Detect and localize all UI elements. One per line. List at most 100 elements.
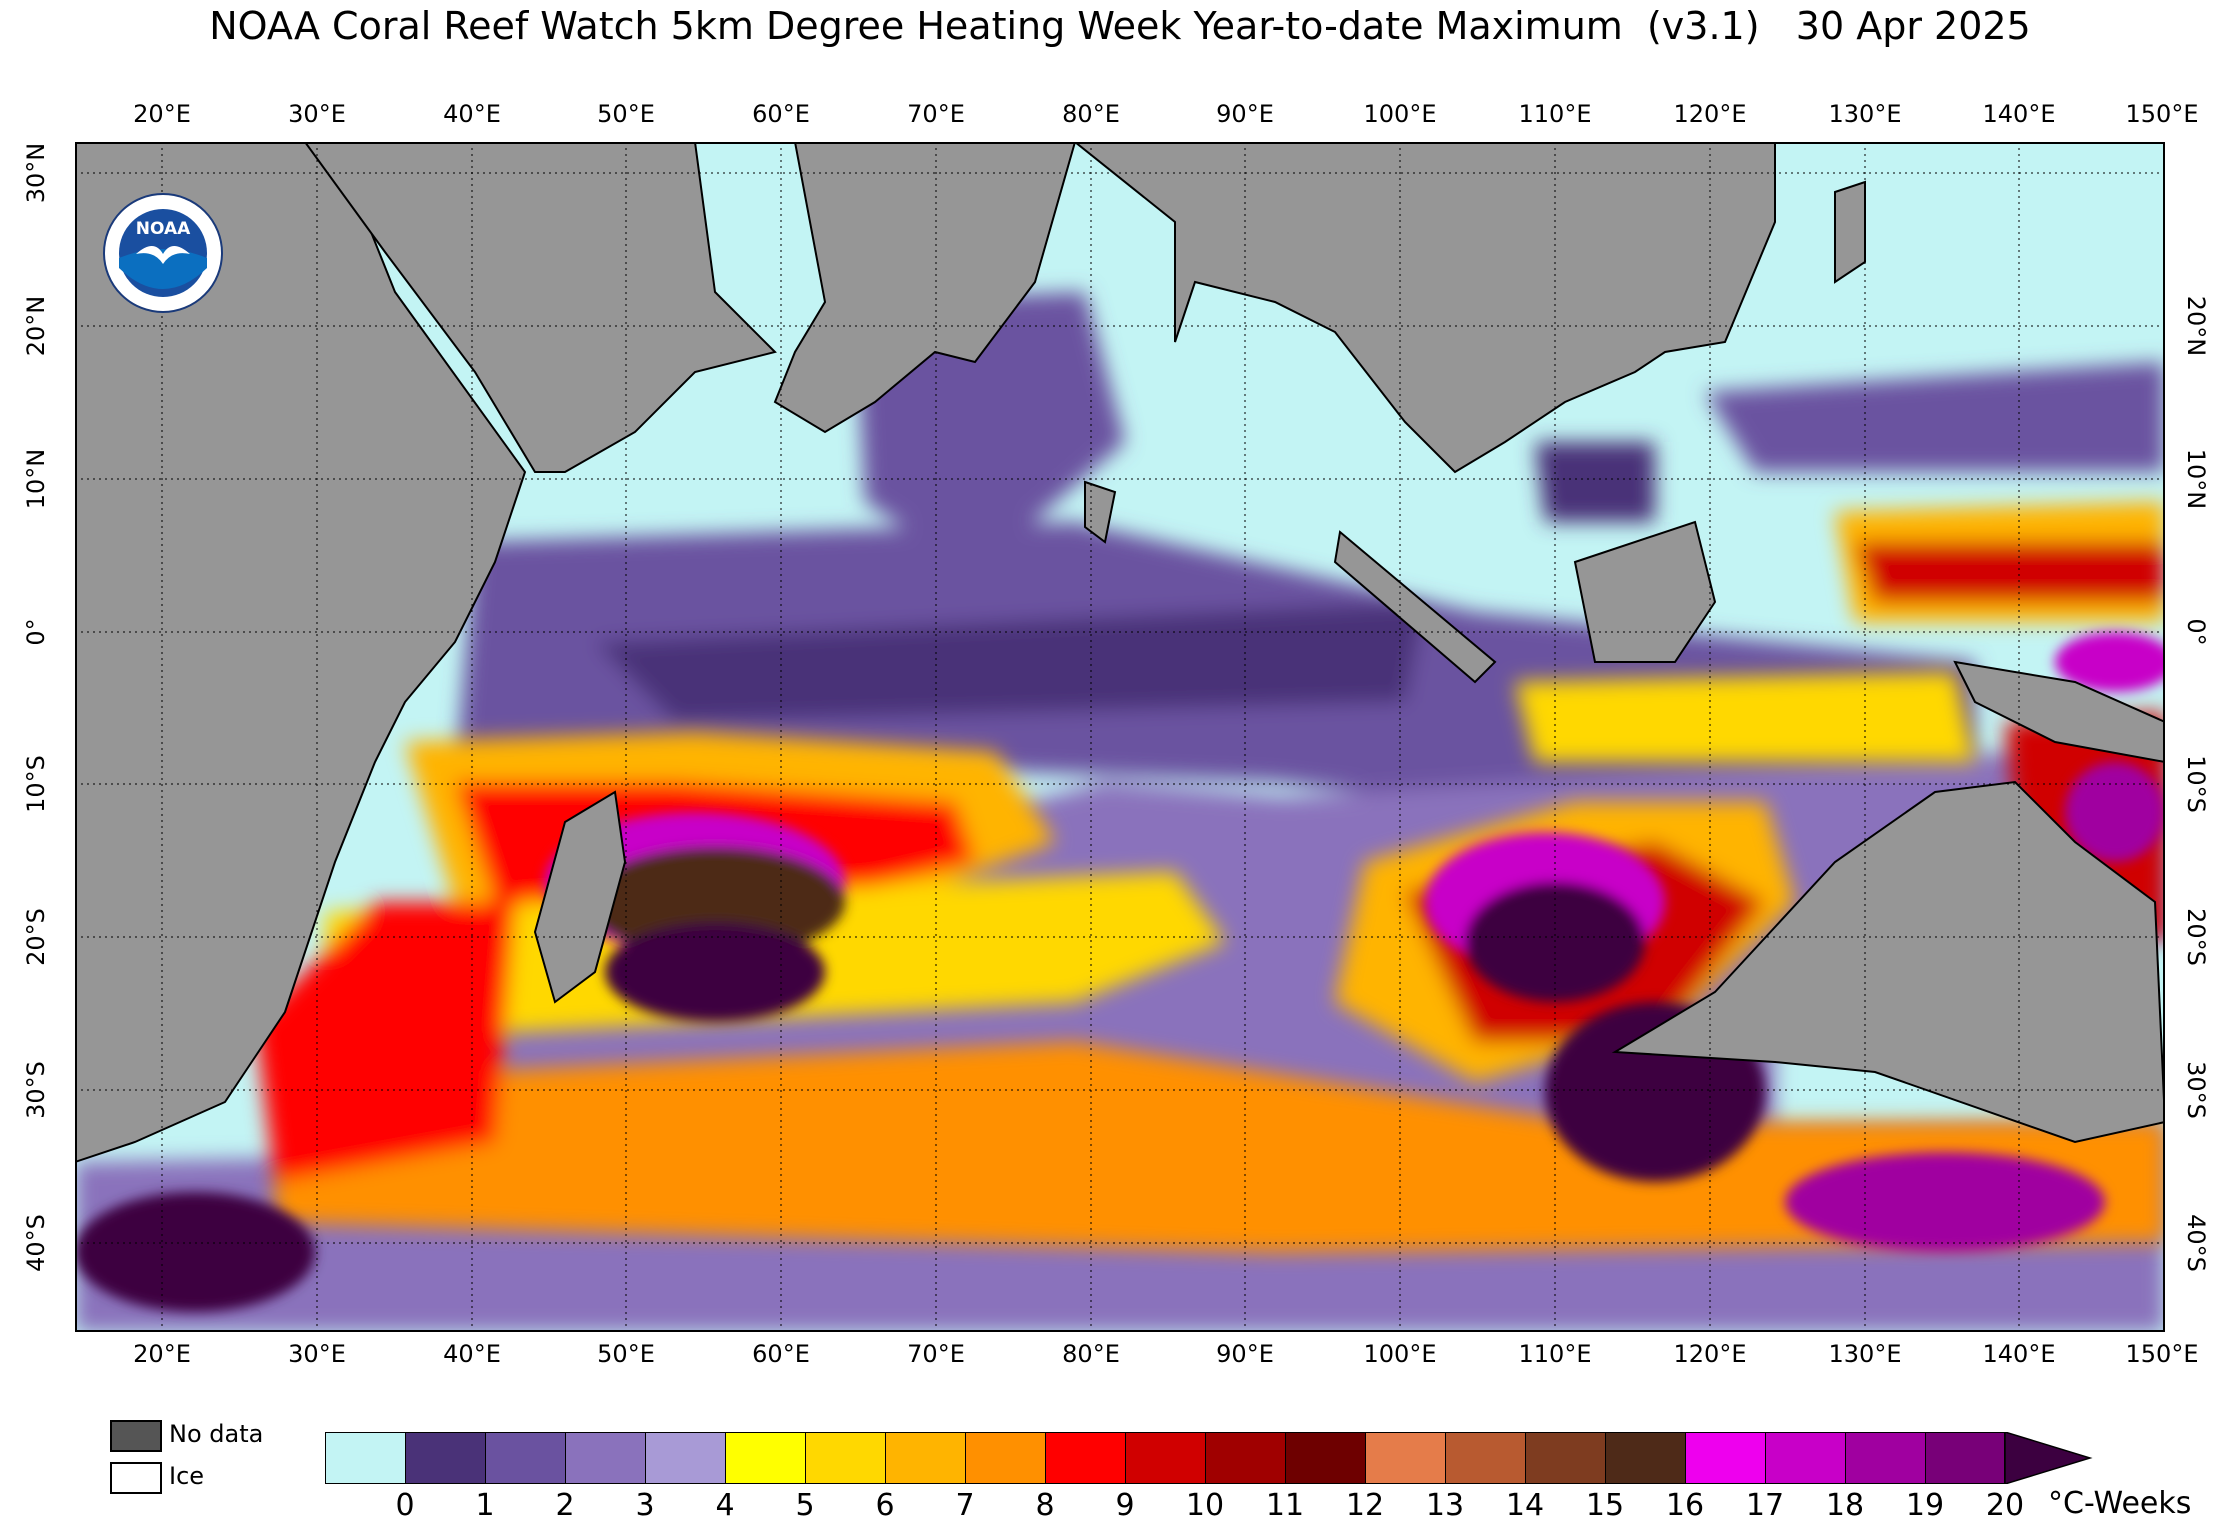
lon-tick-top: 120°E [1673,100,1747,128]
colorbar-tick-label: 3 [635,1488,655,1523]
lat-tick-left: 20°S [22,908,50,966]
lat-tick-left: 0° [22,618,50,646]
lon-tick-top: 20°E [133,100,191,128]
new-guinea-land [1953,660,2165,764]
lon-tick-bottom: 30°E [288,1340,346,1368]
lat-tick-right: 0° [2182,618,2210,646]
indochina-land [1073,142,1776,474]
colorbar-units: °C-Weeks [2048,1486,2192,1521]
lon-tick-top: 60°E [752,100,810,128]
colorbar-segment [885,1432,965,1484]
lat-tick-left: 10°S [22,755,50,813]
lon-tick-bottom: 150°E [2125,1340,2199,1368]
colorbar-tick-label: 8 [1035,1488,1055,1523]
land-masses [75,142,2165,1164]
dhw-map [75,142,2165,1332]
colorbar-tick-label: 4 [715,1488,735,1523]
lat-tick-left: 30°N [22,142,50,204]
lon-tick-top: 140°E [1982,100,2056,128]
map-frame [75,142,2165,1332]
colorbar-segment [325,1432,405,1484]
colorbar-tick-label: 16 [1665,1488,1705,1523]
ice-label: Ice [169,1462,205,1490]
colorbar-segment [1685,1432,1765,1484]
colorbar-segment [965,1432,1045,1484]
lon-tick-top: 50°E [597,100,655,128]
lon-tick-top: 40°E [443,100,501,128]
sumatra-land [1333,530,1497,684]
lon-tick-top: 90°E [1216,100,1274,128]
australia-land [1611,780,2165,1144]
colorbar-segment [645,1432,725,1484]
colorbar-segment [1205,1432,1285,1484]
colorbar-segment [1605,1432,1685,1484]
colorbar-extend-arrow [2005,1432,2093,1484]
lon-tick-top: 110°E [1518,100,1592,128]
noaa-logo-text: NOAA [136,219,191,239]
colorbar-segment [1445,1432,1525,1484]
colorbar-tick-label: 12 [1345,1488,1385,1523]
colorbar-tick-label: 19 [1905,1488,1945,1523]
lat-tick-right: 10°N [2182,448,2210,510]
lat-tick-left: 10°N [22,448,50,510]
lon-tick-bottom: 120°E [1673,1340,1747,1368]
colorbar-tick-label: 9 [1115,1488,1135,1523]
lon-tick-top: 30°E [288,100,346,128]
colorbar-tick-label: 14 [1505,1488,1545,1523]
colorbar-tick-label: 0 [395,1488,415,1523]
colorbar-tick-label: 13 [1425,1488,1465,1523]
lon-tick-bottom: 110°E [1518,1340,1592,1368]
colorbar-segment [405,1432,485,1484]
india-land [773,142,1077,434]
lon-tick-bottom: 90°E [1216,1340,1274,1368]
arabia-land [303,142,777,473]
lat-tick-right: 20°S [2182,908,2210,966]
colorbar-tick-label: 10 [1185,1488,1225,1523]
madagascar-land [533,790,627,1004]
lon-tick-bottom: 80°E [1062,1340,1120,1368]
colorbar-segment [1525,1432,1605,1484]
colorbar-segment [725,1432,805,1484]
lon-tick-bottom: 70°E [907,1340,965,1368]
sri-lanka-land [1084,480,1117,544]
lon-tick-bottom: 40°E [443,1340,501,1368]
colorbar [325,1432,2005,1484]
colorbar-segment [1285,1432,1365,1484]
noaa-logo-svg: NOAA [103,193,223,313]
lon-tick-bottom: 140°E [1982,1340,2056,1368]
colorbar-tick-label: 15 [1585,1488,1625,1523]
lon-tick-bottom: 130°E [1828,1340,1902,1368]
nodata-swatch [110,1420,162,1452]
lat-tick-right: 40°S [2182,1214,2210,1272]
lon-tick-top: 100°E [1363,100,1437,128]
lon-tick-top: 150°E [2125,100,2199,128]
page-title: NOAA Coral Reef Watch 5km Degree Heating… [209,4,2031,48]
map-svg [75,142,2165,1332]
colorbar-tick-label: 11 [1265,1488,1305,1523]
lon-tick-top: 70°E [907,100,965,128]
lon-tick-bottom: 20°E [133,1340,191,1368]
colorbar-segment [1365,1432,1445,1484]
colorbar-tick-label: 2 [555,1488,575,1523]
lat-tick-left: 20°N [22,295,50,357]
lat-tick-right: 20°N [2182,295,2210,357]
colorbar-tick-label: 20 [1985,1488,2025,1523]
lon-tick-bottom: 100°E [1363,1340,1437,1368]
ice-swatch [110,1462,162,1494]
lon-tick-top: 80°E [1062,100,1120,128]
lat-tick-left: 40°S [22,1214,50,1272]
graticule [75,142,2165,1332]
colorbar-tick-label: 17 [1745,1488,1785,1523]
colorbar-tick-label: 5 [795,1488,815,1523]
colorbar-tick-label: 1 [475,1488,495,1523]
colorbar-segment [1925,1432,2005,1484]
colorbar-tick-label: 7 [955,1488,975,1523]
colorbar-tick-label: 6 [875,1488,895,1523]
colorbar-segment [1045,1432,1125,1484]
colorbar-segment [1765,1432,1845,1484]
lat-tick-right: 10°S [2182,755,2210,813]
colorbar-segment [1125,1432,1205,1484]
colorbar-segment [1845,1432,1925,1484]
lon-tick-top: 130°E [1828,100,1902,128]
lon-tick-bottom: 60°E [752,1340,810,1368]
